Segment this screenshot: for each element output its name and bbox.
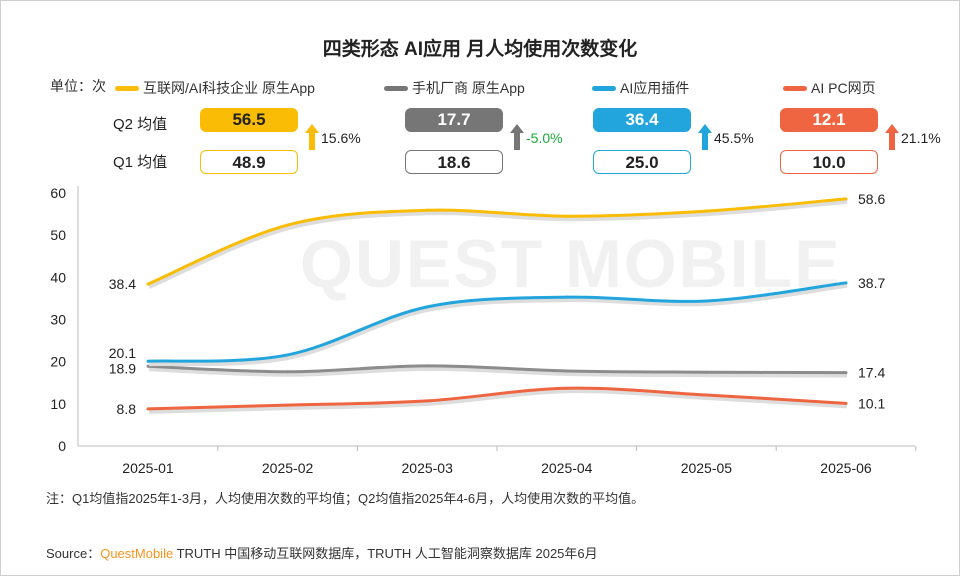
- q1-value-box: 25.0: [593, 150, 691, 174]
- legend-item: AI PC网页: [783, 78, 876, 98]
- up-arrow-icon: [305, 124, 319, 154]
- last-value-label: 38.7: [858, 275, 885, 291]
- data-point: [425, 399, 429, 403]
- first-value-label: 8.8: [117, 401, 137, 417]
- data-point: [565, 295, 569, 299]
- first-value-label: 20.1: [109, 345, 136, 361]
- data-point: [844, 197, 848, 201]
- x-tick-label: 2025-01: [122, 460, 174, 476]
- data-point: [425, 208, 429, 212]
- chart-title: 四类形态 AI应用 月人均使用次数变化: [322, 39, 638, 60]
- series-line-2: [147, 281, 847, 363]
- legend-swatch: [384, 85, 408, 91]
- q1-value-box: 10.0: [780, 150, 878, 174]
- up-arrow-icon: [510, 124, 524, 154]
- last-value-label: 17.4: [858, 365, 885, 381]
- series-shadow: [148, 389, 848, 414]
- data-point: [286, 353, 290, 357]
- series-line-1: [147, 364, 847, 375]
- q2-value-box: 56.5: [200, 108, 298, 132]
- legend-label: AI PC网页: [811, 80, 876, 96]
- data-point: [146, 364, 150, 368]
- up-arrow-icon: [885, 124, 899, 154]
- y-tick-label: 30: [50, 312, 66, 328]
- data-point: [565, 386, 569, 390]
- up-arrow-icon: [698, 124, 712, 154]
- q1-value-box: 48.9: [200, 150, 298, 174]
- last-value-label: 58.6: [858, 191, 885, 207]
- q2-value-box: 17.7: [405, 108, 503, 132]
- data-point: [565, 369, 569, 373]
- source-line: Source：QuestMobile TRUTH 中国移动互联网数据库，TRUT…: [46, 543, 598, 562]
- series-shadow: [148, 199, 848, 289]
- data-point: [704, 209, 708, 213]
- source-rest: TRUTH 中国移动互联网数据库，TRUTH 人工智能洞察数据库 2025年6月: [173, 546, 598, 561]
- data-point: [286, 223, 290, 227]
- change-percent: 21.1%: [901, 130, 941, 146]
- data-point: [425, 305, 429, 309]
- data-point: [565, 214, 569, 218]
- legend-swatch: [115, 85, 139, 91]
- q2-row-label: Q2 均值: [113, 116, 168, 133]
- x-tick-label: 2025-04: [541, 460, 593, 476]
- data-point: [704, 299, 708, 303]
- change-percent: -5.0%: [526, 130, 563, 146]
- q2-value-box: 36.4: [593, 108, 691, 132]
- data-point: [844, 371, 848, 375]
- footnote: 注：Q1均值指2025年1-3月，人均使用次数的平均值；Q2均值指2025年4-…: [46, 491, 645, 506]
- data-point: [286, 370, 290, 374]
- watermark: QUEST MOBILE: [300, 226, 842, 302]
- y-tick-label: 50: [50, 227, 66, 243]
- legend-swatch: [592, 85, 616, 91]
- last-value-label: 10.1: [858, 395, 885, 411]
- data-point: [146, 282, 150, 286]
- change-percent: 15.6%: [321, 130, 361, 146]
- first-value-label: 18.9: [109, 360, 136, 376]
- series-shadow: [148, 366, 848, 378]
- legend-swatch: [783, 85, 807, 91]
- first-value-label: 38.4: [109, 276, 136, 292]
- legend-label: 互联网/AI科技企业 原生App: [143, 80, 315, 96]
- x-tick-label: 2025-06: [820, 460, 872, 476]
- q1-value-box: 18.6: [405, 150, 503, 174]
- data-point: [704, 370, 708, 374]
- x-tick-label: 2025-02: [262, 460, 314, 476]
- y-tick-label: 0: [58, 438, 66, 454]
- q2-value-box: 12.1: [780, 108, 878, 132]
- data-point: [425, 364, 429, 368]
- data-point: [146, 407, 150, 411]
- data-point: [704, 393, 708, 397]
- y-tick-label: 20: [50, 354, 66, 370]
- series-shadow: [148, 283, 848, 367]
- series-line-3: [147, 386, 847, 411]
- data-point: [844, 281, 848, 285]
- source-prefix: Source：: [46, 546, 101, 561]
- y-tick-label: 60: [50, 185, 66, 201]
- legend-item: 互联网/AI科技企业 原生App: [115, 78, 315, 98]
- data-point: [844, 401, 848, 405]
- legend-item: 手机厂商 原生App: [384, 78, 525, 98]
- x-tick-label: 2025-03: [402, 460, 454, 476]
- x-tick-label: 2025-05: [681, 460, 733, 476]
- q1-row-label: Q1 均值: [113, 154, 168, 171]
- change-percent: 45.5%: [714, 130, 754, 146]
- data-point: [146, 359, 150, 363]
- source-brand: QuestMobile: [100, 546, 174, 561]
- legend-label: 手机厂商 原生App: [412, 80, 525, 96]
- legend-label: AI应用插件: [620, 80, 690, 96]
- legend-item: AI应用插件: [592, 78, 689, 98]
- series-line-0: [147, 197, 847, 286]
- y-tick-label: 40: [50, 269, 66, 285]
- unit-label: 单位：次: [50, 76, 114, 96]
- unit-text: 单位：次: [50, 78, 106, 94]
- data-point: [286, 403, 290, 407]
- y-tick-label: 10: [50, 396, 66, 412]
